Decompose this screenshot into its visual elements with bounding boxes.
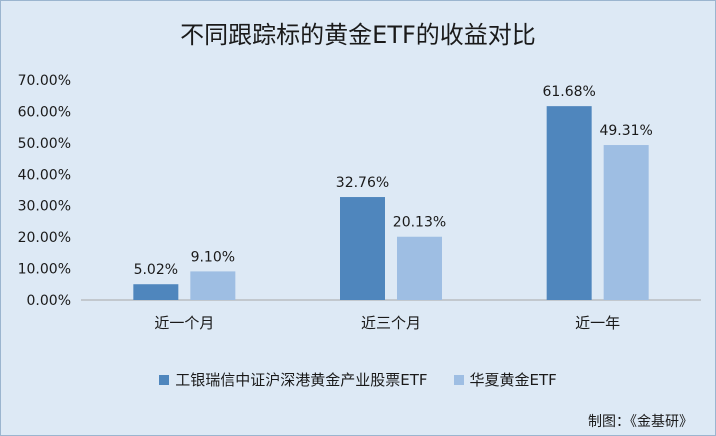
bar-series-1 — [133, 284, 179, 300]
data-label: 20.13% — [393, 215, 446, 231]
y-tick-label: 10.00% — [18, 262, 71, 278]
bar-series-2 — [603, 145, 649, 300]
chart-credit: 制图：《金基研》 — [588, 414, 693, 430]
bar-series-1 — [340, 197, 385, 300]
legend-label-series-1: 工银瑞信中证沪深港黄金产业股票ETF — [175, 371, 428, 389]
data-label: 9.10% — [191, 249, 235, 265]
y-tick-label: 70.00% — [18, 73, 71, 89]
legend-item-series-2: 华夏黄金ETF — [453, 369, 557, 390]
y-tick-label: 0.00% — [27, 293, 71, 309]
legend-swatch-series-1 — [159, 374, 170, 385]
data-label: 32.76% — [336, 175, 389, 191]
data-label: 5.02% — [134, 262, 178, 278]
chart-title: 不同跟踪标的黄金ETF的收益对比 — [180, 21, 536, 49]
x-tick-label: 近三个月 — [361, 314, 421, 332]
data-label: 61.68% — [542, 84, 595, 100]
legend-swatch-series-2 — [453, 374, 464, 385]
y-tick-label: 50.00% — [18, 136, 71, 152]
x-tick-label: 近一个月 — [154, 314, 214, 332]
y-tick-label: 40.00% — [18, 167, 71, 183]
legend-label-series-2: 华夏黄金ETF — [469, 371, 557, 389]
y-tick-label: 30.00% — [18, 199, 71, 215]
bar-series-1 — [546, 106, 592, 300]
y-tick-label: 20.00% — [18, 230, 71, 246]
y-tick-label: 60.00% — [18, 104, 71, 120]
data-label: 49.31% — [599, 123, 652, 139]
legend-item-series-1: 工银瑞信中证沪深港黄金产业股票ETF — [159, 369, 428, 390]
bar-series-2 — [397, 236, 442, 300]
chart-legend: 工银瑞信中证沪深港黄金产业股票ETF 华夏黄金ETF — [1, 369, 715, 390]
bar-series-2 — [190, 271, 236, 300]
x-tick-label: 近一年 — [575, 314, 620, 332]
